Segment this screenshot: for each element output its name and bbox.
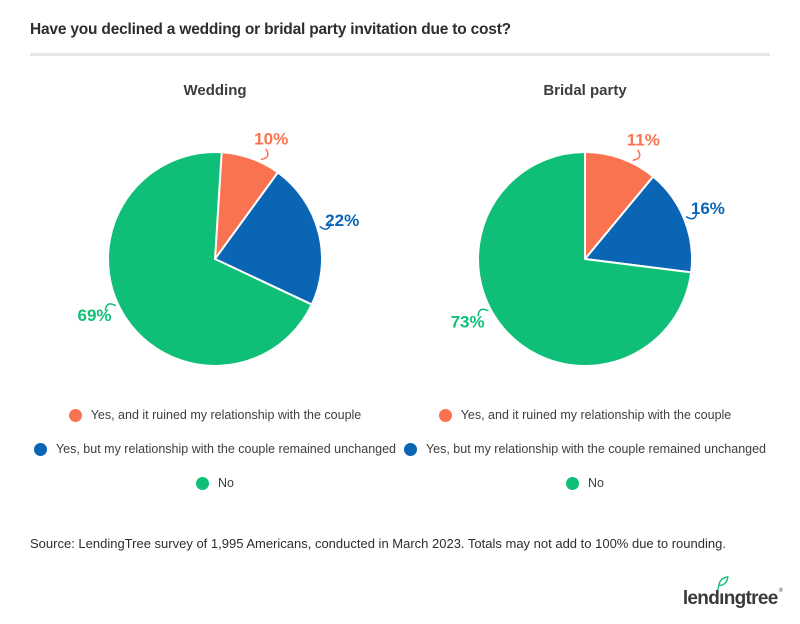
legend-label: No — [218, 476, 234, 490]
legend-item: Yes, but my relationship with the couple… — [403, 442, 767, 456]
legend-label: Yes, but my relationship with the couple… — [425, 442, 767, 456]
logo-text-pre: lend — [682, 588, 720, 609]
pie-chart: 11% 16% 73% — [451, 131, 725, 367]
legend-item: Yes, and it ruined my relationship with … — [68, 408, 362, 422]
leaf-icon — [717, 576, 729, 591]
chart-legend: Yes, and it ruined my relationship with … — [30, 408, 400, 490]
svg-text:22%: 22% — [325, 211, 359, 230]
logo-text-post: ngtree — [723, 588, 779, 609]
pie-chart-panel: Wedding 10% 22% 69% Yes, and it ruined my … — [30, 70, 400, 520]
title-divider — [30, 53, 770, 56]
svg-text:10%: 10% — [254, 130, 288, 149]
legend-label: Yes, but my relationship with the couple… — [55, 442, 397, 456]
source-note: Source: LendingTree survey of 1,995 Amer… — [30, 536, 726, 551]
legend-item: No — [196, 476, 234, 490]
svg-text:73%: 73% — [451, 312, 485, 331]
logo-trademark: ® — [778, 588, 783, 594]
pie-chart-panel: Bridal party 11% 16% 73% Yes, and it ruine… — [400, 70, 770, 520]
chart-title: Wedding — [183, 82, 247, 99]
legend-label: Yes, and it ruined my relationship with … — [90, 408, 362, 422]
legend-color-dot — [403, 442, 417, 456]
page-title: Have you declined a wedding or bridal pa… — [30, 21, 511, 38]
chart-title: Bridal party — [543, 82, 627, 99]
legend-color-dot — [33, 442, 47, 456]
legend-item: Yes, but my relationship with the couple… — [33, 442, 397, 456]
svg-text:69%: 69% — [77, 306, 111, 325]
legend-color-dot — [68, 408, 82, 422]
logo-i-char: ı — [719, 588, 724, 609]
svg-text:11%: 11% — [627, 131, 660, 150]
logo-dotless-i: ı — [717, 576, 729, 610]
svg-text:16%: 16% — [691, 199, 725, 218]
chart-legend: Yes, and it ruined my relationship with … — [400, 408, 770, 490]
legend-label: No — [588, 476, 604, 490]
legend-color-dot — [438, 408, 452, 422]
legend-label: Yes, and it ruined my relationship with … — [460, 408, 732, 422]
lendingtree-logo: lendı ngtree® — [682, 576, 783, 610]
charts-row: Wedding 10% 22% 69% Yes, and it ruined my … — [30, 70, 770, 520]
legend-color-dot — [196, 476, 209, 490]
pie-chart: 10% 22% 69% — [77, 130, 359, 367]
legend-color-dot — [566, 476, 579, 490]
legend-item: Yes, and it ruined my relationship with … — [438, 408, 732, 422]
legend-item: No — [566, 476, 604, 490]
